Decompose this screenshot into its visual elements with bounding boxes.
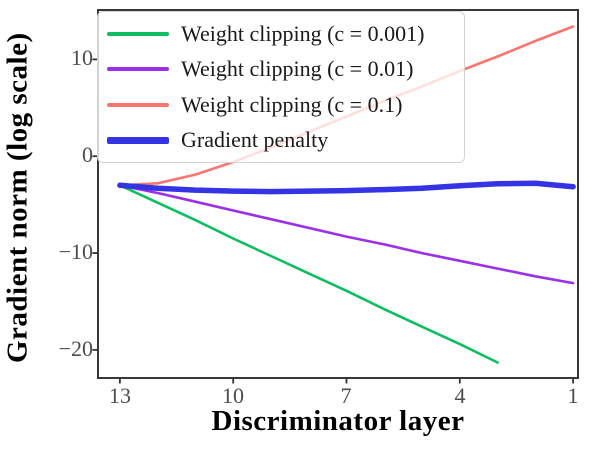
legend-item-weight-clipping-c-0-01: Weight clipping (c = 0.01) <box>107 56 460 82</box>
series-line-weight-clipping-c-0-01 <box>118 184 575 285</box>
legend-label: Gradient penalty <box>181 127 329 153</box>
legend-item-gradient-penalty: Gradient penalty <box>107 127 460 153</box>
legend-swatch-line <box>107 136 169 144</box>
x-axis-title: Discriminator layer <box>211 405 465 437</box>
legend-swatch-line <box>107 31 169 36</box>
legend-swatch-line <box>107 102 169 107</box>
legend: Weight clipping (c = 0.001) Weight clipp… <box>97 11 465 163</box>
series-line-gradient-penalty <box>117 180 576 195</box>
legend-swatch-line <box>107 67 169 72</box>
legend-item-weight-clipping-c-0-001: Weight clipping (c = 0.001) <box>107 21 460 47</box>
legend-label: Weight clipping (c = 0.01) <box>181 56 414 82</box>
series-line-weight-clipping-c-0-001 <box>118 184 499 364</box>
legend-label: Weight clipping (c = 0.001) <box>181 20 425 46</box>
y-axis-title: Gradient norm (log scale) <box>1 32 34 364</box>
legend-label: Weight clipping (c = 0.1) <box>181 91 403 117</box>
legend-item-weight-clipping-c-0-1: Weight clipping (c = 0.1) <box>107 92 460 118</box>
plot-border <box>97 9 579 379</box>
